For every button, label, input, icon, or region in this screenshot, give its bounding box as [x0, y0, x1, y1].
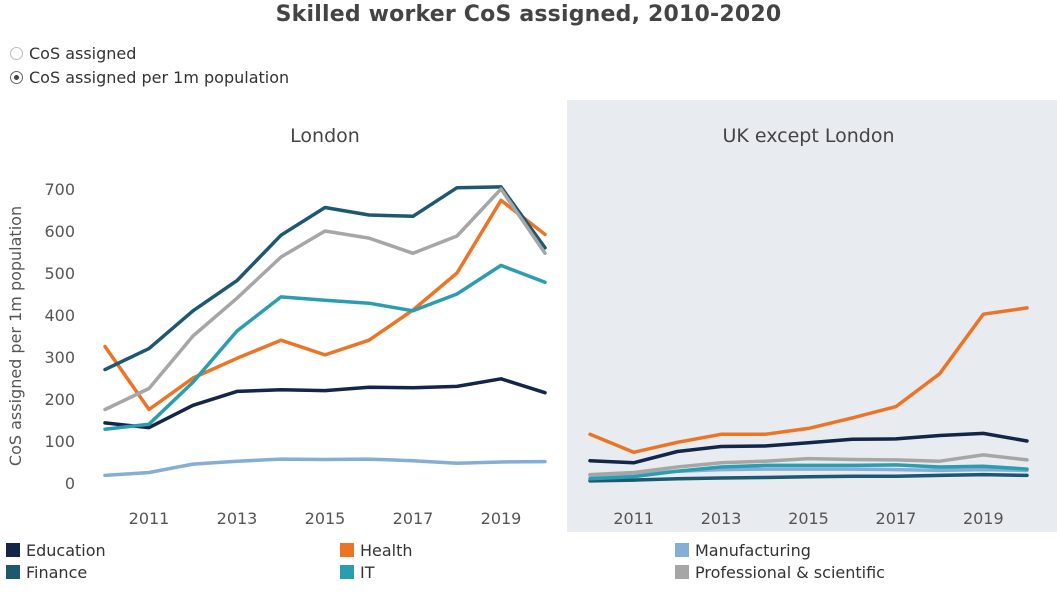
toggle-cos-assigned[interactable]: CoS assigned [10, 42, 136, 64]
series-line-finance [103, 185, 547, 372]
x-tick-label: 2011 [129, 509, 170, 528]
series-line-health [103, 198, 547, 412]
y-tick-label: 600 [44, 222, 75, 241]
toggle-cos-per-million[interactable]: CoS assigned per 1m population [10, 66, 289, 88]
legend-label: Health [360, 540, 413, 560]
x-tick-label: 2011 [613, 509, 654, 528]
legend-label: Finance [26, 562, 88, 582]
x-tick-label: 2013 [701, 509, 742, 528]
legend-item[interactable]: Finance [6, 561, 87, 583]
legend-swatch [6, 565, 20, 579]
legend-label: Education [26, 540, 106, 560]
x-tick-label: 2013 [217, 509, 258, 528]
panel-title: London [290, 125, 360, 147]
y-tick-label: 300 [44, 348, 75, 367]
x-tick-label: 2019 [963, 509, 1004, 528]
legend-swatch [340, 565, 354, 579]
y-tick-label: 100 [44, 432, 75, 451]
legend-item[interactable]: Professional & scientific [675, 561, 885, 583]
legend-label: Professional & scientific [695, 562, 885, 582]
x-tick-label: 2019 [481, 509, 522, 528]
series-line-professional-scientific [103, 187, 547, 412]
radio-checked-icon[interactable] [10, 70, 23, 84]
series-line-finance [588, 472, 1029, 483]
panel-title: UK except London [722, 125, 894, 147]
y-axis-label: CoS assigned per 1m population [6, 206, 25, 466]
x-tick-label: 2017 [393, 509, 434, 528]
radio-unchecked-icon[interactable] [10, 46, 23, 60]
legend-swatch [340, 543, 354, 557]
legend-item[interactable]: IT [340, 561, 375, 583]
toggle-label: CoS assigned per 1m population [29, 67, 290, 87]
y-tick-label: 200 [44, 390, 75, 409]
legend-item[interactable]: Health [340, 539, 413, 561]
legend-swatch [675, 543, 689, 557]
series-line-it [103, 263, 547, 431]
y-tick-label: 500 [44, 264, 75, 283]
series-line-education [103, 377, 547, 430]
legend-item[interactable]: Manufacturing [675, 539, 811, 561]
legend-label: Manufacturing [695, 540, 811, 560]
x-tick-label: 2017 [876, 509, 917, 528]
chart-title: Skilled worker CoS assigned, 2010-2020 [275, 2, 782, 27]
series-line-it [588, 463, 1029, 481]
legend-item[interactable]: Education [6, 539, 106, 561]
y-tick-label: 0 [65, 474, 75, 493]
y-tick-label: 700 [44, 180, 75, 199]
legend-swatch [675, 565, 689, 579]
series-line-health [588, 306, 1029, 455]
x-tick-label: 2015 [788, 509, 829, 528]
legend-label: IT [360, 562, 375, 582]
series-line-education [588, 431, 1029, 465]
y-tick-label: 400 [44, 306, 75, 325]
series-line-manufacturing [103, 457, 547, 478]
toggle-label: CoS assigned [29, 43, 137, 63]
x-tick-label: 2015 [305, 509, 346, 528]
legend-swatch [6, 543, 20, 557]
series-line-professional-scientific [588, 453, 1029, 477]
